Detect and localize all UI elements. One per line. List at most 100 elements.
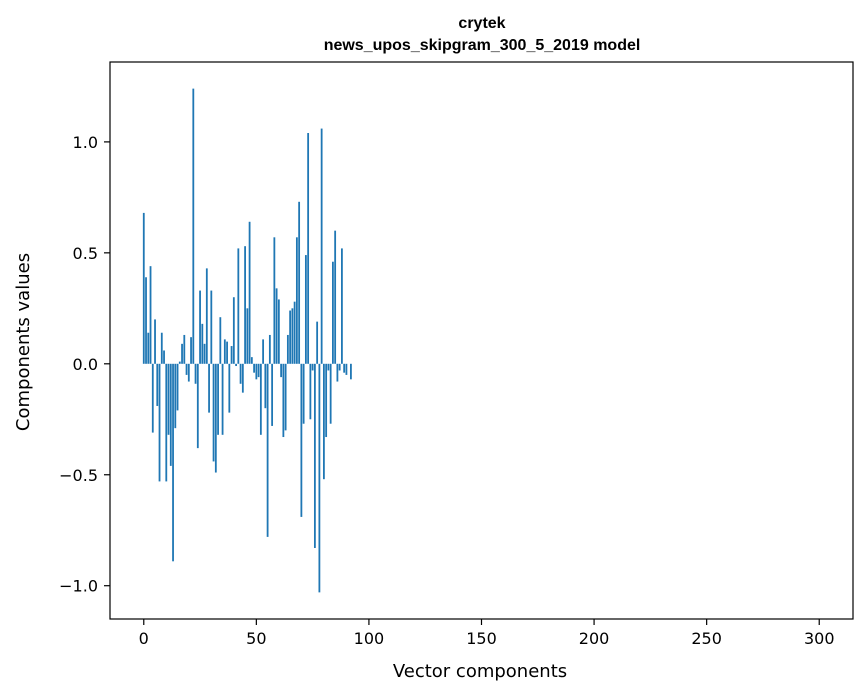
bar — [190, 337, 192, 364]
bar — [284, 363, 287, 431]
bar — [336, 363, 339, 382]
x-axis-ticks: 0 50 100 150 200 250 300 — [139, 619, 835, 648]
bar — [250, 357, 253, 364]
bar — [295, 237, 298, 364]
bar — [275, 288, 278, 364]
bar — [273, 237, 276, 364]
bar — [248, 221, 251, 364]
bar — [282, 363, 285, 438]
bar — [214, 363, 217, 473]
bar — [320, 128, 323, 364]
bar — [331, 261, 334, 364]
bar — [221, 363, 224, 435]
bar — [298, 201, 301, 364]
x-tick-label: 250 — [691, 629, 722, 648]
bar — [205, 268, 208, 364]
bar — [235, 363, 237, 367]
bar — [289, 310, 292, 364]
bar — [158, 363, 161, 482]
bar — [277, 299, 280, 364]
bar — [192, 88, 195, 364]
bar — [244, 246, 246, 364]
y-axis-ticks: −1.0 −0.5 0.0 0.5 1.0 — [59, 133, 110, 596]
bar — [151, 363, 154, 433]
x-tick-label: 300 — [804, 629, 835, 648]
x-tick-label: 0 — [139, 629, 149, 648]
bar — [208, 363, 210, 413]
bar — [313, 363, 316, 548]
bar — [266, 363, 269, 537]
bar — [304, 255, 307, 364]
bar — [280, 363, 283, 378]
bar — [176, 363, 179, 411]
y-axis-label: Components values — [13, 253, 34, 431]
bar — [187, 363, 190, 382]
bar — [232, 297, 235, 364]
bar — [230, 346, 233, 364]
bar — [255, 363, 258, 380]
bar — [199, 290, 201, 364]
bar — [237, 248, 240, 364]
x-tick-label: 50 — [246, 629, 266, 648]
bar — [149, 266, 152, 364]
plot-frame — [109, 61, 854, 620]
bar — [156, 363, 159, 406]
bar — [154, 319, 156, 364]
bar — [178, 361, 181, 364]
y-tick-label: 0.5 — [73, 244, 98, 263]
bar — [307, 133, 310, 364]
y-tick-label: 1.0 — [73, 133, 98, 152]
bar — [309, 363, 312, 420]
bars-group — [142, 88, 352, 593]
bar — [181, 343, 183, 364]
bar — [300, 363, 303, 517]
bar — [163, 350, 165, 364]
bar — [210, 290, 213, 364]
bar — [343, 363, 346, 373]
bar — [169, 363, 172, 466]
bar — [268, 334, 271, 364]
y-tick-label: −0.5 — [59, 466, 98, 485]
x-tick-label: 100 — [354, 629, 385, 648]
bar — [241, 363, 244, 393]
bar — [329, 363, 332, 424]
bar — [239, 363, 242, 384]
bar — [316, 321, 319, 364]
bar — [246, 308, 249, 364]
bar — [228, 363, 231, 413]
bar — [160, 332, 163, 364]
chart-title-line2: news_upos_skipgram_300_5_2019 model — [324, 37, 641, 54]
bar — [185, 363, 188, 375]
bar — [293, 301, 296, 364]
x-tick-label: 200 — [579, 629, 610, 648]
bar — [345, 363, 348, 375]
bar — [172, 363, 174, 562]
bar — [223, 339, 226, 364]
bar — [165, 363, 168, 482]
bar — [286, 334, 289, 364]
bar — [259, 363, 262, 435]
bar — [341, 248, 343, 364]
x-axis-label: Vector components — [393, 661, 567, 682]
bar — [219, 317, 222, 364]
y-tick-label: −1.0 — [59, 577, 98, 596]
bar — [147, 332, 150, 364]
bar — [226, 341, 228, 364]
bar — [257, 363, 260, 378]
y-tick-label: 0.0 — [73, 355, 98, 374]
bar — [174, 363, 177, 429]
bar — [196, 363, 199, 449]
bar — [203, 343, 206, 364]
bar — [318, 363, 321, 593]
bar — [194, 363, 197, 384]
bar — [334, 230, 337, 364]
bar — [350, 363, 352, 380]
bar — [311, 363, 314, 371]
bar — [325, 363, 328, 438]
bar — [327, 363, 330, 371]
bar — [264, 363, 267, 409]
bar — [253, 363, 255, 373]
bar — [183, 334, 186, 364]
bar — [217, 363, 219, 435]
